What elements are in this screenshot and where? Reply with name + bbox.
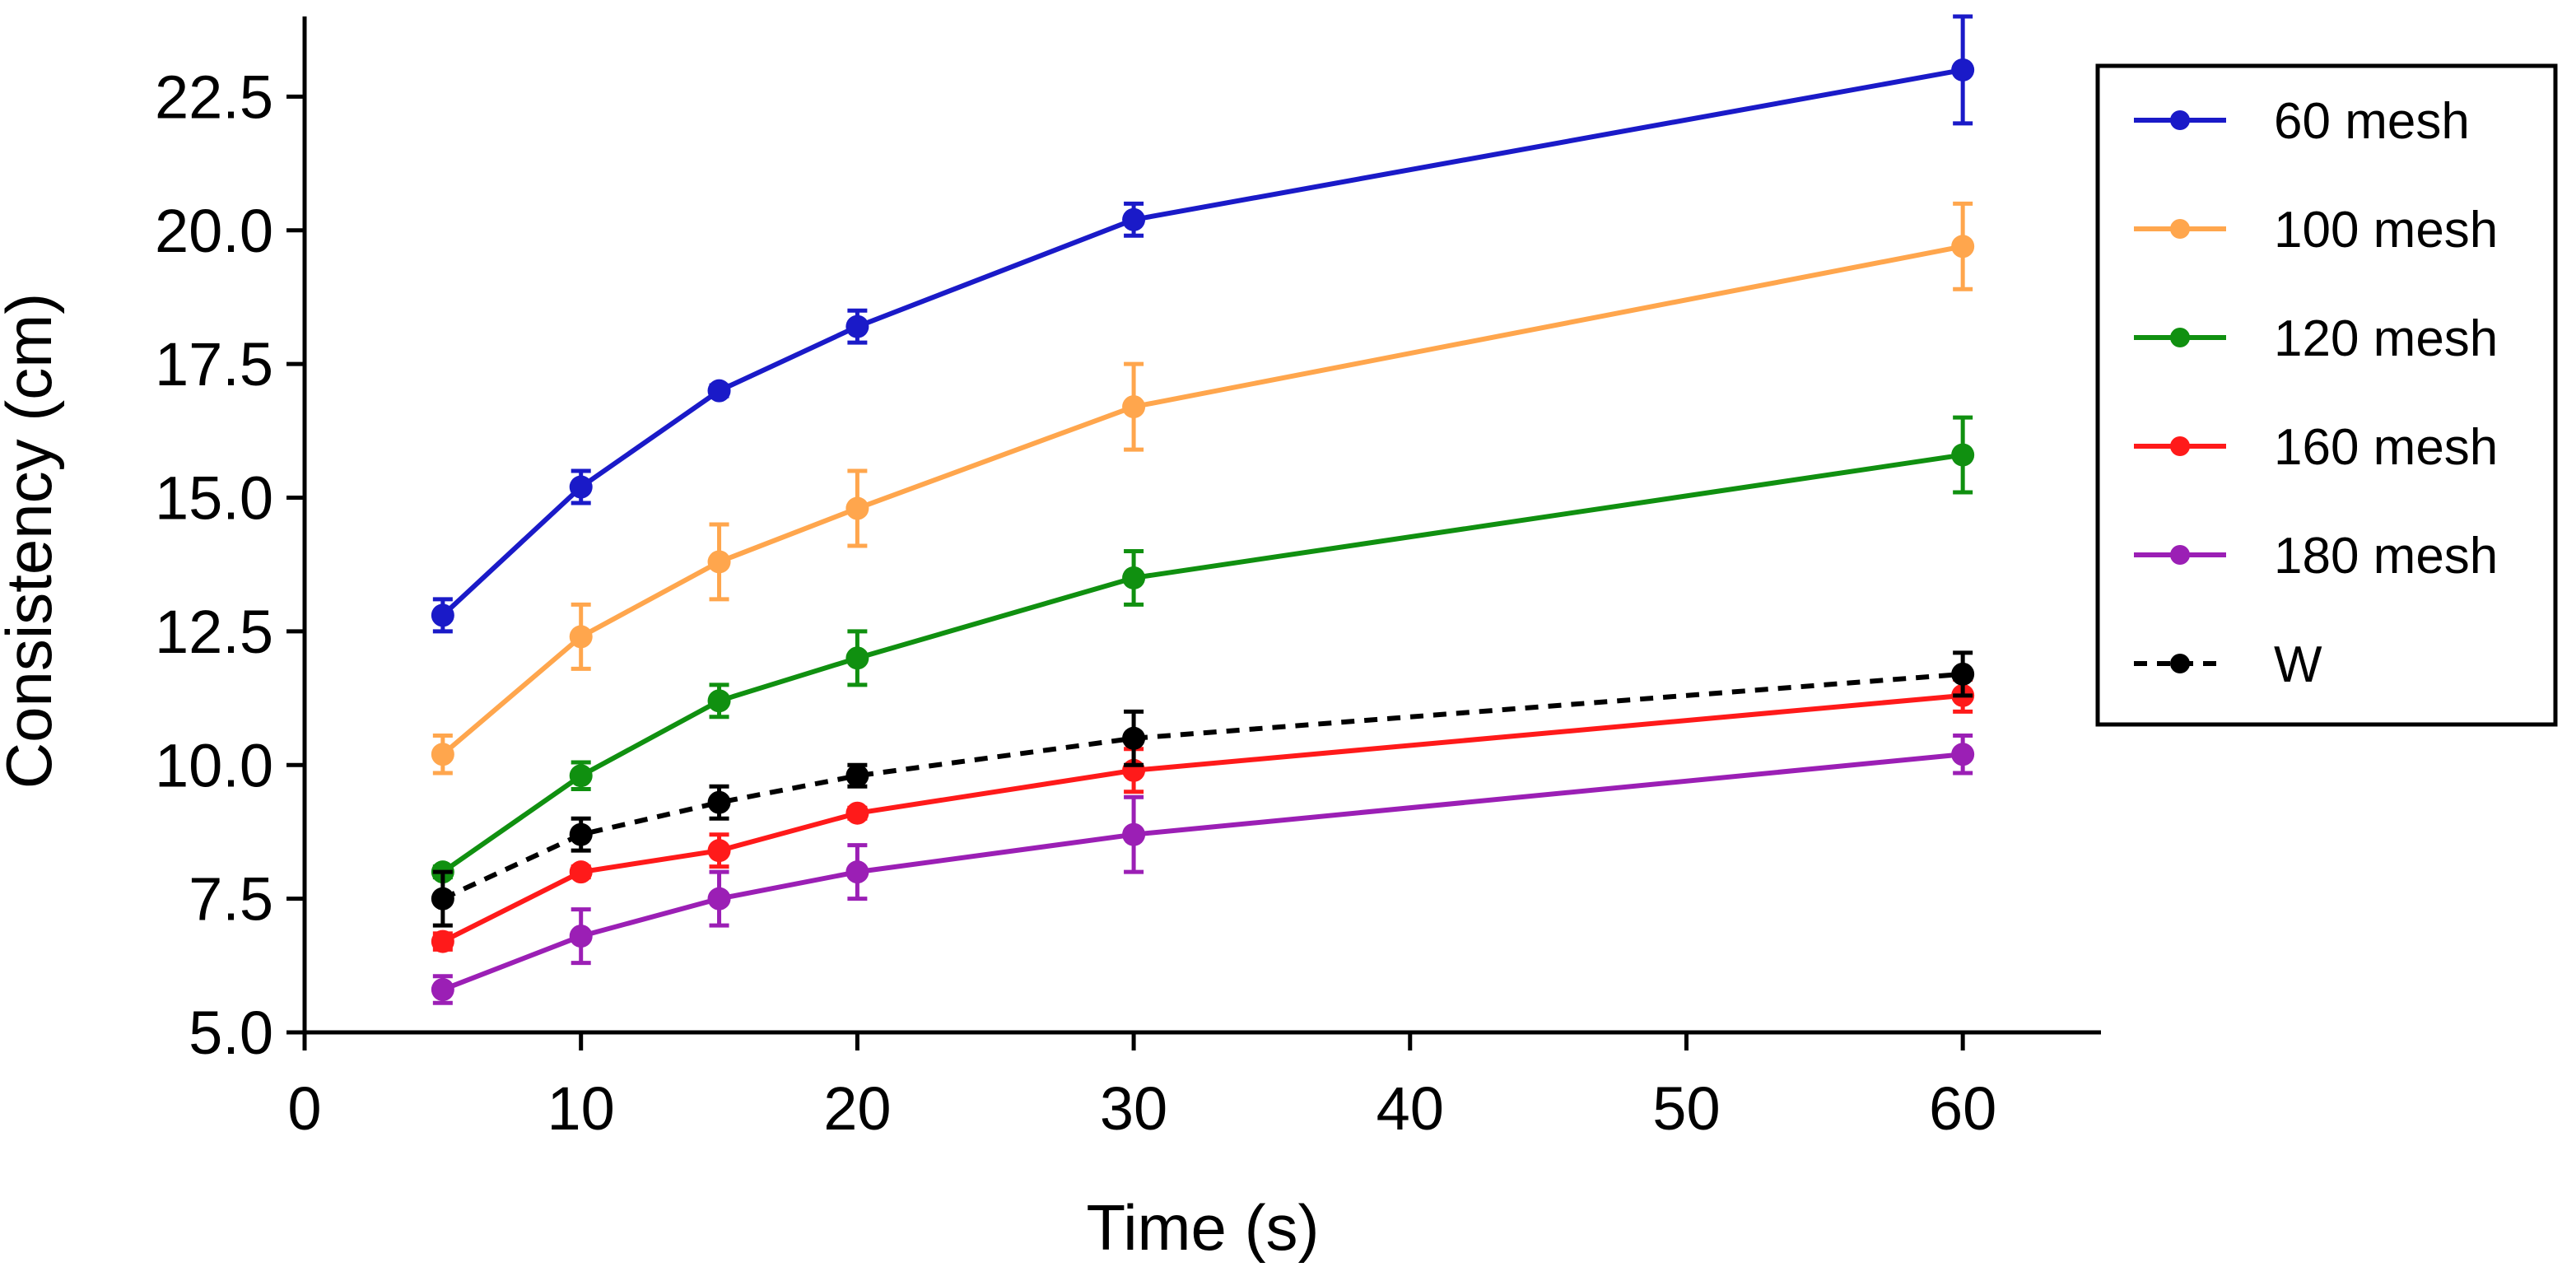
x-tick-label: 0	[287, 1074, 321, 1143]
data-point-w	[431, 887, 454, 911]
axes: 5.0 7.5 10.0 12.5 15.0 17.5 20.0 22.5 0 10 20 30 40…	[155, 16, 2101, 1143]
data-point-160-mesh	[569, 860, 593, 884]
data-point-160-mesh	[707, 839, 731, 863]
data-point-120-mesh	[1122, 566, 1146, 589]
x-tick-label: 30	[1100, 1074, 1167, 1143]
y-tick-label: 15.0	[155, 464, 273, 533]
legend-item-180-mesh: 180 mesh	[2134, 528, 2498, 585]
data-point-180-mesh	[1951, 743, 1975, 766]
series-layer	[431, 14, 1975, 1005]
legend-box	[2095, 63, 2558, 727]
y-ticks: 5.0 7.5 10.0 12.5 15.0 17.5 20.0 22.5	[155, 63, 305, 1067]
legend-item-w: W	[2134, 636, 2322, 693]
x-tick-label: 10	[547, 1074, 615, 1143]
data-point-w	[845, 764, 869, 788]
data-point-100-mesh	[569, 625, 593, 649]
series-100-mesh	[431, 201, 1975, 776]
data-point-w	[707, 790, 731, 814]
y-axis-title: Consistency (cm)	[0, 293, 65, 789]
legend-label: 100 mesh	[2274, 202, 2498, 259]
series-line-160-mesh	[441, 692, 1963, 944]
y-tick-label: 22.5	[155, 63, 273, 131]
data-point-160-mesh	[845, 801, 869, 825]
data-point-180-mesh	[431, 978, 454, 1002]
legend-swatch-marker	[2170, 436, 2190, 456]
legend-swatch-marker	[2170, 545, 2190, 565]
data-point-w	[1951, 662, 1975, 686]
y-tick-label: 17.5	[155, 330, 273, 398]
data-point-100-mesh	[707, 550, 731, 574]
legend-swatch-marker	[2170, 654, 2190, 673]
legend-label: 180 mesh	[2274, 528, 2498, 585]
data-point-60-mesh	[1951, 58, 1975, 82]
series-w	[431, 650, 1975, 928]
series-120-mesh	[431, 415, 1975, 884]
legend-swatch-marker	[2170, 110, 2190, 130]
legend-swatch-marker	[2170, 328, 2190, 347]
data-point-180-mesh	[569, 925, 593, 948]
legend-item-60-mesh: 60 mesh	[2134, 93, 2470, 150]
data-point-120-mesh	[569, 764, 593, 788]
legend-label: 160 mesh	[2274, 419, 2498, 476]
data-point-120-mesh	[707, 689, 731, 713]
data-point-w	[1122, 726, 1146, 750]
data-point-120-mesh	[1951, 443, 1975, 467]
legend-label: 120 mesh	[2274, 310, 2498, 367]
series-line-100-mesh	[440, 244, 1963, 757]
y-tick-label: 12.5	[155, 598, 273, 666]
data-point-120-mesh	[845, 646, 869, 670]
x-ticks: 0 10 20 30 40 50 60	[287, 1032, 1996, 1143]
data-point-100-mesh	[431, 743, 454, 766]
series-line-w	[441, 671, 1963, 901]
series-line-180-mesh	[441, 752, 1963, 992]
legend-item-160-mesh: 160 mesh	[2134, 419, 2498, 476]
x-tick-label: 50	[1652, 1074, 1720, 1143]
data-point-100-mesh	[845, 496, 869, 520]
legend-label: 60 mesh	[2274, 93, 2470, 150]
y-tick-label: 7.5	[189, 865, 273, 934]
x-tick-label: 40	[1377, 1074, 1444, 1143]
legend: 60 mesh 100 mesh 120 mesh 160 mesh 180 mesh W	[2095, 63, 2558, 727]
y-tick-label: 20.0	[155, 197, 273, 265]
y-tick-label: 5.0	[189, 999, 273, 1067]
legend-swatch-marker	[2170, 219, 2190, 239]
data-point-180-mesh	[1122, 822, 1146, 846]
data-point-180-mesh	[845, 860, 869, 884]
legend-item-100-mesh: 100 mesh	[2134, 202, 2498, 259]
data-point-60-mesh	[431, 603, 454, 627]
series-180-mesh	[431, 734, 1975, 1005]
data-point-60-mesh	[707, 379, 731, 403]
y-tick-label: 10.0	[155, 731, 273, 799]
data-point-60-mesh	[1122, 207, 1146, 231]
data-point-180-mesh	[707, 887, 731, 911]
data-point-60-mesh	[845, 314, 869, 338]
data-point-100-mesh	[1122, 395, 1146, 419]
legend-label: W	[2274, 636, 2322, 693]
data-point-w	[569, 822, 593, 846]
series-60-mesh	[431, 14, 1975, 634]
series-line-120-mesh	[441, 452, 1963, 874]
data-point-160-mesh	[431, 929, 454, 953]
legend-item-120-mesh: 120 mesh	[2134, 310, 2498, 367]
data-point-100-mesh	[1951, 235, 1975, 259]
x-axis-title: Time (s)	[1086, 1191, 1319, 1264]
x-tick-label: 60	[1929, 1074, 1996, 1143]
data-point-60-mesh	[569, 475, 593, 499]
series-line-60-mesh	[440, 67, 1963, 617]
x-tick-label: 20	[823, 1074, 891, 1143]
